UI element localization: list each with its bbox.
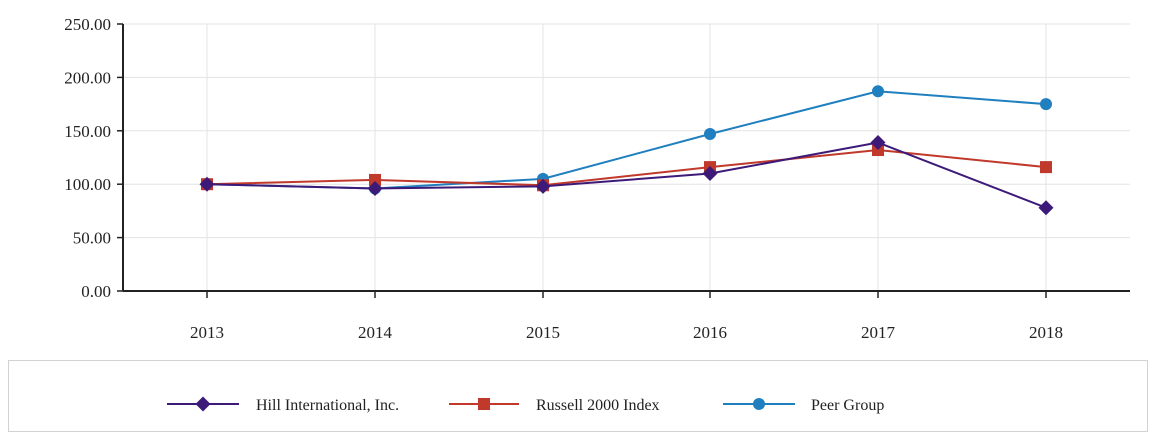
series-point [369, 173, 381, 186]
y-axis-ticks: 0.00 50.00 100.00 150.00 200.00 250.00 [64, 15, 123, 301]
grid-lines [123, 23, 1130, 291]
series-point [367, 180, 383, 196]
y-tick-label: 150.00 [64, 122, 111, 141]
series-2 [201, 85, 1052, 195]
y-tick-label: 50.00 [73, 229, 111, 248]
axes [122, 24, 1130, 292]
series-point [702, 166, 718, 182]
legend-item: Hill International, Inc. [167, 396, 399, 414]
x-tick-label: 2013 [190, 323, 224, 342]
series-point [870, 135, 886, 151]
x-tick-label: 2014 [358, 323, 393, 342]
legend-item: Russell 2000 Index [449, 397, 660, 414]
legend-label: Peer Group [811, 397, 884, 414]
y-tick-label: 200.00 [64, 68, 111, 87]
x-tick-label: 2015 [526, 323, 560, 342]
series-point [199, 176, 215, 192]
legend-marker [753, 398, 765, 410]
series-point [535, 178, 551, 194]
y-tick-label: 0.00 [81, 282, 111, 301]
legend: Hill International, Inc. Russell 2000 Ind… [8, 360, 1148, 432]
legend-label: Hill International, Inc. [256, 397, 399, 414]
series-point [872, 85, 884, 98]
x-tick-label: 2017 [861, 323, 896, 342]
series-point [1038, 200, 1054, 216]
series-point [704, 128, 716, 141]
series-0 [199, 135, 1054, 216]
series-group [199, 85, 1054, 216]
legend-marker [195, 396, 211, 412]
x-axis-ticks: 2013 2014 2015 2016 2017 2018 [190, 291, 1063, 342]
legend-marker [478, 398, 490, 410]
y-tick-label: 100.00 [64, 175, 111, 194]
series-point [1040, 98, 1052, 111]
y-tick-label: 250.00 [64, 15, 111, 34]
series-line [206, 141, 1047, 209]
x-tick-label: 2018 [1029, 323, 1063, 342]
series-point [1040, 161, 1052, 174]
legend-item: Peer Group [723, 397, 884, 414]
series-line [206, 90, 1047, 190]
legend-label: Russell 2000 Index [536, 397, 660, 414]
x-tick-label: 2016 [693, 323, 727, 342]
